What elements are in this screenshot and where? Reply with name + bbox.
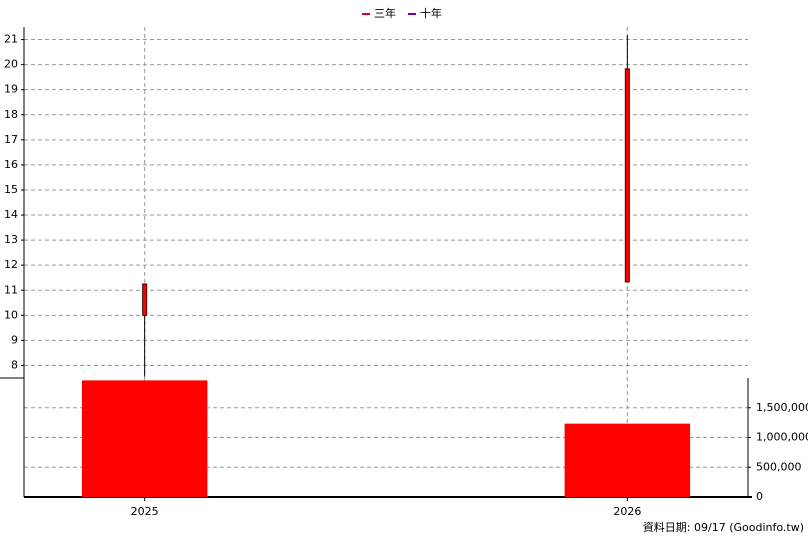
- x-tick-label: 2025: [131, 505, 159, 518]
- y-tick-label: 19: [4, 83, 18, 96]
- legend-label: 三年: [374, 6, 396, 20]
- y-tick-label: 16: [4, 158, 18, 171]
- volume-bar: [564, 423, 691, 497]
- y-tick-label: 21: [4, 33, 18, 46]
- candle-body: [624, 68, 630, 283]
- y-tick-label: 13: [4, 233, 18, 246]
- y2-tick-label: 0: [756, 490, 763, 503]
- volume-bar: [81, 380, 208, 497]
- y2-tick-label: 1,500,000: [756, 401, 808, 414]
- y2-tick-label: 500,000: [756, 460, 802, 473]
- y-tick-label: 17: [4, 133, 18, 146]
- y-tick-label: 9: [11, 333, 18, 346]
- candle-body: [142, 283, 148, 316]
- y-tick-label: 15: [4, 183, 18, 196]
- y-tick-label: 10: [4, 308, 18, 321]
- legend-label: 十年: [420, 6, 442, 20]
- x-tick-label: 2026: [613, 505, 641, 518]
- y-tick-label: 11: [4, 283, 18, 296]
- y-tick-label: 8: [11, 358, 18, 371]
- y2-tick-label: 1,000,000: [756, 431, 808, 444]
- y-tick-label: 18: [4, 108, 18, 121]
- y-tick-label: 12: [4, 258, 18, 271]
- y-tick-label: 14: [4, 208, 18, 221]
- y-tick-label: 20: [4, 58, 18, 71]
- footer: 資料日期: 09/17 (Goodinfo.tw): [643, 520, 804, 534]
